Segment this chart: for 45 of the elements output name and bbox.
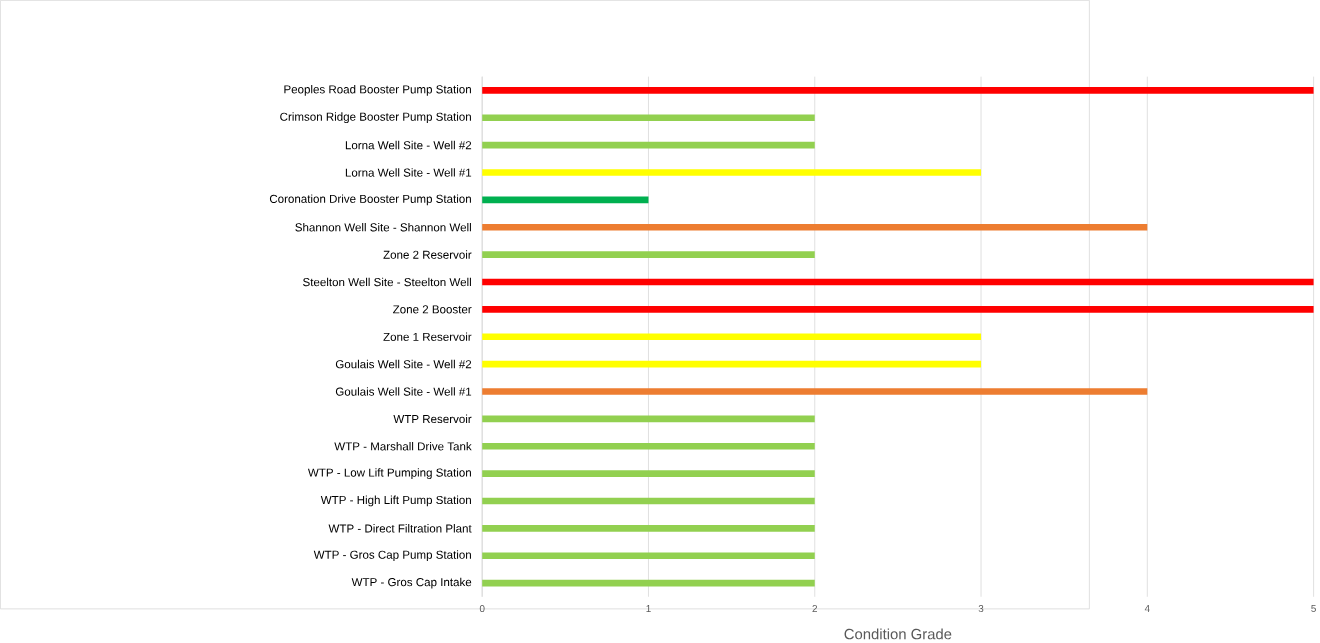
y-tick-label: Shannon Well Site - Shannon Well: [295, 222, 471, 232]
bar: [482, 388, 1148, 395]
bar: [482, 87, 1314, 94]
y-tick-label: WTP - Gros Cap Pump Station: [313, 550, 471, 562]
y-tick-label: WTP - Marshall Drive Tank: [334, 441, 472, 451]
bar: [482, 251, 815, 258]
bar: [482, 579, 815, 587]
y-tick-label: Goulais Well Site - Well #1: [335, 387, 472, 396]
y-tick-label: WTP - Gros Cap Intake: [351, 577, 472, 589]
y-tick-label: Lorna Well Site - Well #1: [345, 168, 472, 177]
y-tick-label: Steelton Well Site - Steelton Well: [303, 277, 471, 287]
bar: [482, 415, 815, 423]
x-tick-label: 2: [812, 605, 818, 612]
y-tick-label: Zone 2 Reservoir: [383, 250, 472, 259]
bar: [482, 169, 982, 176]
x-tick-label: 4: [1144, 605, 1150, 612]
x-tick-label: 5: [1311, 605, 1316, 612]
x-tick-label: 1: [646, 605, 651, 612]
bar: [482, 278, 1314, 286]
bar: [482, 306, 1314, 313]
y-tick-label: Zone 1 Reservoir: [383, 332, 472, 341]
bar: [482, 196, 649, 204]
bar: [482, 223, 1148, 231]
x-tick-label: 0: [479, 605, 485, 613]
y-tick-label: WTP - High Lift Pump Station: [320, 495, 471, 507]
bar: [482, 525, 815, 532]
bar: [482, 360, 982, 368]
bar: [482, 114, 815, 122]
y-tick-label: Zone 2 Booster: [393, 305, 472, 314]
y-tick-label: WTP - Direct Filtration Plant: [328, 524, 472, 533]
x-tick-label: 3: [978, 605, 984, 613]
bar: [482, 552, 815, 560]
bar: [482, 497, 815, 505]
y-tick-label: Peoples Road Booster Pump Station: [284, 84, 471, 96]
y-tick-label: Coronation Drive Booster Pump Station: [269, 194, 471, 206]
y-tick-label: Goulais Well Site - Well #2: [335, 359, 472, 369]
bar: [482, 333, 982, 341]
y-tick-label: Crimson Ridge Booster Pump Station: [280, 112, 471, 124]
bar: [482, 470, 815, 477]
bar: [482, 442, 815, 450]
y-tick-label: WTP Reservoir: [393, 414, 472, 424]
bar: [482, 141, 815, 149]
y-tick-label: Lorna Well Site - Well #2: [345, 140, 472, 150]
y-tick-label: WTP - Low Lift Pumping Station: [307, 468, 471, 479]
x-axis-title: Condition Grade: [844, 628, 952, 640]
